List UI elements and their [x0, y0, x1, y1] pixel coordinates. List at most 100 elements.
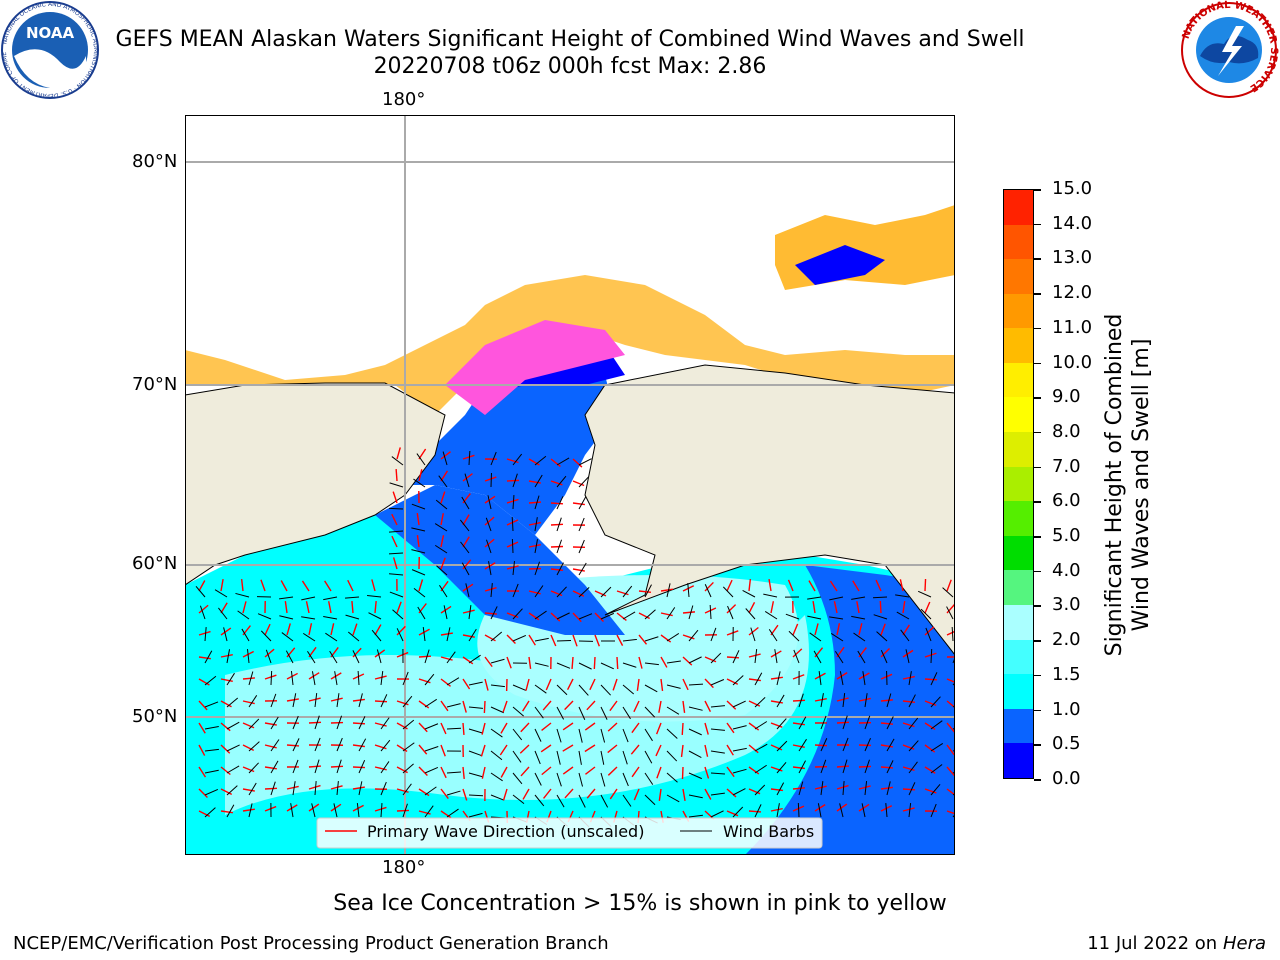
wave-direction-arrow — [612, 678, 618, 691]
wind-barb — [556, 684, 568, 696]
wind-barb — [908, 694, 916, 708]
wave-direction-arrow — [418, 700, 430, 709]
wind-barb — [380, 781, 387, 796]
wind-barb — [754, 672, 763, 686]
wind-barb — [917, 590, 932, 598]
wind-barb — [248, 741, 260, 752]
colorbar-tick-mark — [1034, 779, 1041, 781]
wave-direction-arrow — [748, 788, 761, 795]
wind-barb — [556, 517, 562, 532]
wave-direction-arrow — [220, 810, 233, 814]
wind-barb — [512, 772, 523, 785]
wave-direction-arrow — [351, 600, 354, 614]
wave-direction-arrow — [902, 649, 914, 658]
wind-barb — [380, 802, 383, 818]
wave-direction-arrow — [631, 766, 640, 778]
wave-direction-arrow — [374, 766, 387, 771]
wave-direction-arrow — [528, 521, 541, 526]
wind-barb — [754, 721, 768, 730]
wave-direction-arrow — [352, 647, 362, 658]
wind-barb — [292, 693, 297, 708]
wind-barb — [490, 684, 505, 688]
wind-barb — [422, 627, 426, 642]
wind-barb — [396, 628, 404, 642]
wave-direction-arrow — [836, 803, 848, 812]
colorbar-segment — [1004, 362, 1033, 398]
wind-barb — [204, 726, 219, 730]
wave-direction-arrow — [858, 803, 870, 812]
wind-barb — [793, 649, 800, 664]
wave-direction-arrow — [682, 634, 695, 640]
wind-barb — [556, 562, 564, 576]
wind-barb — [842, 759, 848, 774]
wave-direction-arrow — [924, 678, 938, 681]
wind-barb — [468, 772, 483, 778]
wind-barb — [842, 781, 845, 796]
wind-barb — [666, 728, 678, 739]
wave-direction-arrow — [726, 810, 739, 817]
wind-barb — [511, 538, 514, 554]
wind-barb — [376, 649, 382, 664]
wind-barb — [556, 728, 562, 743]
wind-barb — [402, 783, 412, 796]
wind-barb — [534, 474, 543, 488]
wind-barb — [820, 781, 824, 796]
legend-wave-direction: Primary Wave Direction (unscaled) — [367, 822, 644, 841]
wind-barb — [798, 781, 804, 796]
wind-barb — [820, 715, 827, 730]
wave-direction-arrow — [418, 655, 432, 658]
wave-direction-arrow — [220, 744, 231, 754]
wave-direction-arrow — [198, 788, 208, 799]
wave-direction-arrow — [564, 788, 574, 799]
wave-direction-arrow — [814, 697, 827, 702]
colorbar-tick-mark — [1034, 744, 1041, 746]
wave-direction-arrow — [392, 557, 398, 570]
wave-direction-arrow — [562, 744, 574, 752]
wind-barb — [578, 562, 587, 576]
wave-direction-arrow — [631, 722, 640, 734]
wind-barb — [930, 784, 941, 796]
wave-direction-arrow — [484, 656, 493, 668]
wind-barb — [732, 806, 744, 818]
wind-barb — [411, 549, 426, 554]
wind-barb — [314, 737, 321, 752]
wind-barb — [413, 587, 426, 598]
wave-direction-arrow — [660, 588, 673, 592]
wave-direction-arrow — [528, 458, 540, 466]
wind-barb — [512, 728, 523, 741]
wind-barb — [358, 693, 363, 708]
wave-direction-arrow — [528, 480, 541, 484]
wind-barb — [392, 609, 404, 620]
vector-field — [195, 447, 955, 828]
wind-barb — [764, 611, 778, 620]
wave-direction-arrow — [748, 766, 760, 775]
wave-direction-arrow — [924, 700, 937, 707]
wind-barb — [461, 496, 470, 510]
wave-direction-arrow — [264, 722, 277, 726]
lat-label-70: 70°N — [132, 374, 178, 395]
wave-direction-arrow — [748, 810, 762, 813]
wind-barb — [622, 611, 636, 620]
wave-direction-arrow — [264, 787, 278, 790]
wind-barb — [622, 662, 637, 668]
wind-barb — [302, 632, 316, 642]
wind-barb — [218, 607, 228, 620]
wind-barb — [768, 629, 778, 642]
wind-barb — [666, 750, 678, 762]
wave-direction-arrow — [528, 590, 541, 595]
wave-direction-arrow — [856, 601, 860, 614]
wind-barb — [930, 803, 937, 818]
wind-barb — [908, 803, 912, 818]
wave-direction-arrow — [638, 612, 650, 620]
colorbar-segment — [1004, 743, 1033, 778]
wind-barb — [438, 475, 448, 488]
wave-direction-arrow — [748, 678, 761, 682]
wave-direction-arrow — [630, 744, 640, 755]
wind-barb — [732, 788, 746, 796]
wave-direction-arrow — [858, 672, 870, 680]
wind-barb — [666, 684, 681, 689]
wind-barb — [411, 569, 426, 576]
wind-barb — [446, 790, 461, 796]
wave-direction-arrow — [220, 579, 224, 592]
wave-direction-arrow — [484, 587, 497, 592]
